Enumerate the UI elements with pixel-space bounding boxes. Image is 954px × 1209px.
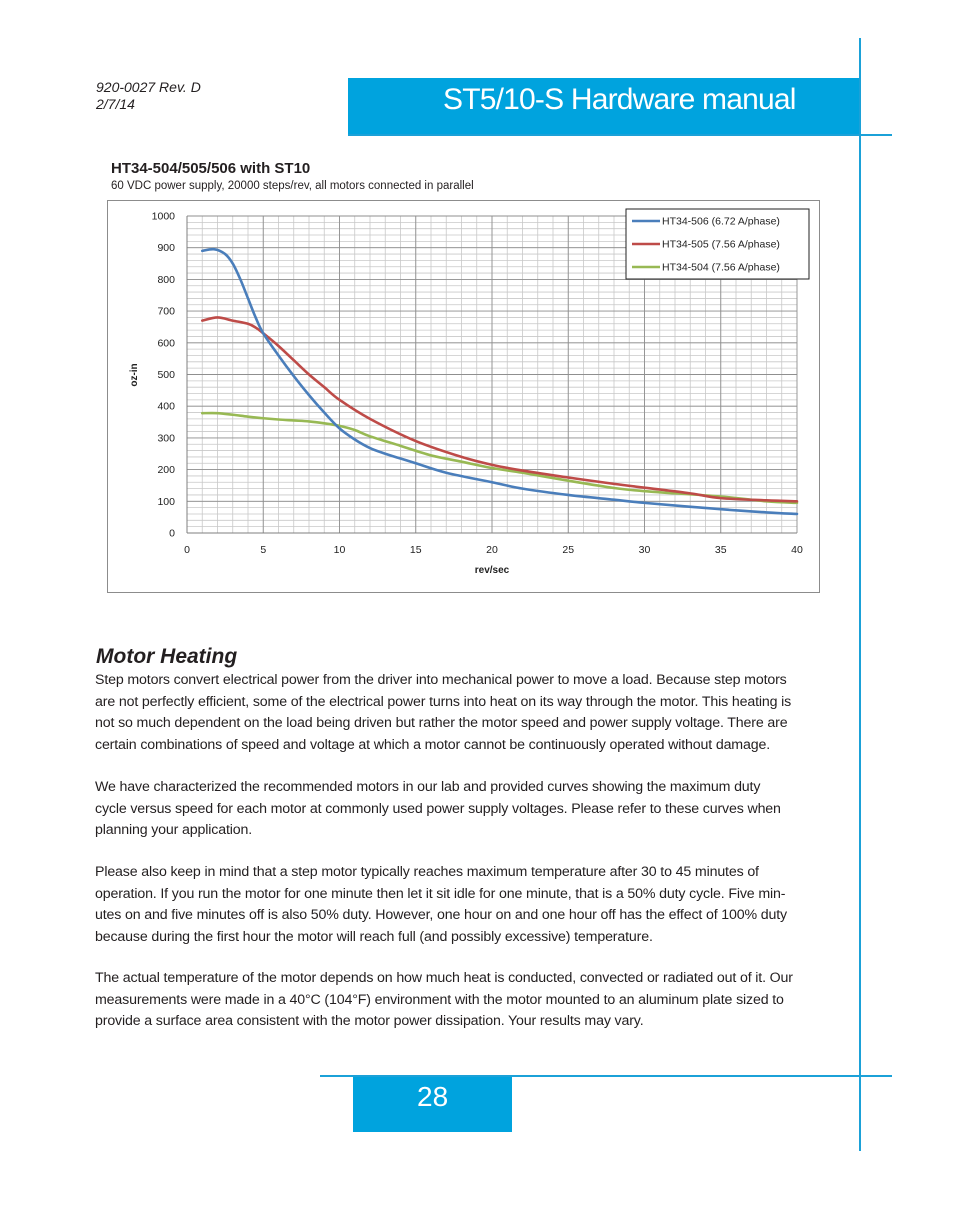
x-tick-label: 10 <box>334 544 346 556</box>
y-tick-label: 600 <box>157 337 175 349</box>
paragraph-3: Please also keep in mind that a step mot… <box>95 862 835 948</box>
y-tick-label: 1000 <box>152 211 176 223</box>
manual-title: ST5/10-S Hardware manual <box>443 83 796 116</box>
paragraph-line: provide a surface area consistent with t… <box>95 1013 644 1029</box>
legend-label: HT34-504 (7.56 A/phase) <box>662 262 780 274</box>
x-tick-label: 5 <box>260 544 266 556</box>
paragraph-1: Step motors convert electrical power fro… <box>95 670 835 756</box>
series-line-1 <box>200 247 799 516</box>
doc-number: 920-0027 Rev. D <box>96 79 201 95</box>
y-tick-label: 0 <box>169 528 175 540</box>
paragraph-line: operation. If you run the motor for one … <box>95 885 786 902</box>
torque-chart-frame <box>107 200 820 593</box>
paragraph-line: cycle versus speed for each motor at com… <box>95 800 781 817</box>
series-line-2 <box>200 316 799 503</box>
doc-date: 2/7/14 <box>96 96 135 112</box>
chart-legend: HT34-506 (6.72 A/phase) HT34-505 (7.56 A/… <box>625 208 810 280</box>
manual-title-banner: ST5/10-S Hardware manual <box>348 78 859 134</box>
series-line-3 <box>200 411 799 505</box>
y-tick-label: 800 <box>157 274 175 286</box>
chart-axes <box>186 216 797 534</box>
paragraph-line: are not perfectly efficient, some of the… <box>95 693 792 710</box>
y-tick-label: 900 <box>157 242 175 254</box>
x-tick-label: 0 <box>184 544 190 556</box>
paragraph-line: measurements were made in a 40°C (104°F)… <box>95 991 784 1008</box>
paragraph-line: Please also keep in mind that a step mot… <box>95 864 759 880</box>
header-rule <box>348 134 892 136</box>
paragraph-line: Step motors convert electrical power fro… <box>95 672 787 688</box>
paragraph-line: because during the first hour the motor … <box>95 928 653 945</box>
x-tick-label: 40 <box>791 544 803 556</box>
x-tick-label: 30 <box>639 544 651 556</box>
document-id: 920-0027 Rev. D 2/7/14 <box>96 79 201 113</box>
paragraph-line: The actual temperature of the motor depe… <box>95 970 793 986</box>
chart-heading: HT34-504/505/506 with ST10 <box>111 160 311 177</box>
x-tick-label: 35 <box>715 544 727 556</box>
x-axis-label: rev/sec <box>475 565 510 576</box>
chart-tick-labels: 0 100 200 300 400 500 600 700 800 900 1000 0 5 10 15 20… <box>152 211 803 557</box>
section-heading: Motor Heating <box>96 645 238 668</box>
page-number-box: 28 <box>353 1077 512 1132</box>
y-tick-label: 700 <box>157 306 175 318</box>
x-tick-label: 15 <box>410 544 422 556</box>
y-axis-label: oz-in <box>129 363 140 386</box>
y-tick-label: 200 <box>157 464 175 476</box>
x-tick-label: 25 <box>562 544 574 556</box>
page-number: 28 <box>417 1081 449 1112</box>
x-tick-label: 20 <box>486 544 498 556</box>
paragraph-line: not so much dependent on the load being … <box>95 715 788 731</box>
footer-rule <box>320 1075 892 1077</box>
paragraph-4: The actual temperature of the motor depe… <box>95 968 835 1033</box>
legend-label: HT34-505 (7.56 A/phase) <box>662 239 780 251</box>
right-margin-rule <box>859 38 861 1151</box>
paragraph-2: We have characterized the recommended mo… <box>95 777 835 842</box>
legend-label: HT34-506 (6.72 A/phase) <box>662 216 780 228</box>
paragraph-line: We have characterized the recommended mo… <box>95 779 761 795</box>
chart-subheading: 60 VDC power supply, 20000 steps/rev, al… <box>111 180 474 192</box>
chart-series-lines <box>200 247 799 516</box>
paragraph-line: certain combinations of speed and voltag… <box>95 736 770 753</box>
y-tick-label: 500 <box>157 369 175 381</box>
paragraph-line: planning your application. <box>95 822 253 838</box>
y-tick-label: 400 <box>157 401 175 413</box>
y-tick-label: 100 <box>157 496 175 508</box>
y-tick-label: 300 <box>157 432 175 444</box>
paragraph-line: utes on and five minutes off is also 50%… <box>95 907 787 923</box>
